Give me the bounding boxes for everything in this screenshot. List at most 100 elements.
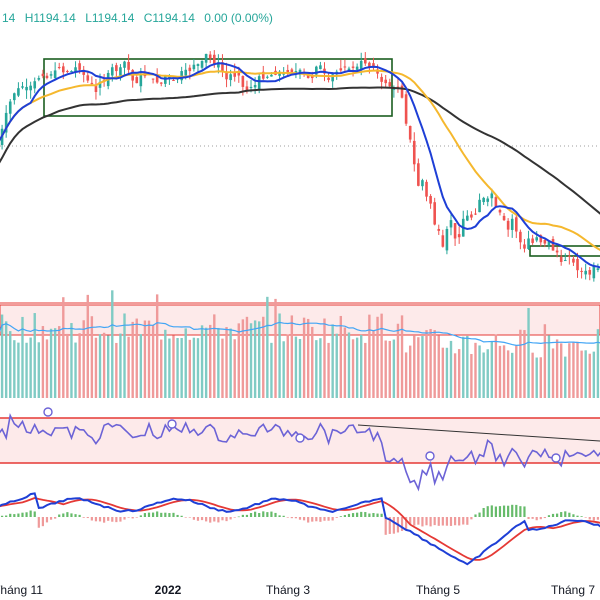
candle-body xyxy=(502,215,506,221)
volume-panel xyxy=(0,290,600,398)
macd-histogram-bar xyxy=(302,517,306,521)
candle-body xyxy=(474,213,477,215)
candle-body xyxy=(425,181,428,197)
volume-bar xyxy=(559,343,563,398)
macd-signal-line xyxy=(0,497,600,561)
volume-bar xyxy=(21,316,24,398)
macd-histogram-bar xyxy=(294,517,298,519)
candle-body xyxy=(180,71,183,81)
macd-histogram-bar xyxy=(86,517,89,519)
volume-bar xyxy=(511,352,514,398)
candle-body xyxy=(212,54,216,65)
volume-bar xyxy=(339,315,343,398)
macd-histogram-bar xyxy=(286,517,289,518)
volume-bar xyxy=(200,325,204,398)
candle-body xyxy=(547,241,551,246)
volume-bar xyxy=(519,329,522,398)
macd-histogram-bar xyxy=(429,517,432,527)
macd-histogram-bar xyxy=(209,517,212,523)
volume-bar xyxy=(290,315,294,398)
candle-body xyxy=(539,235,543,243)
macd-histogram-bar xyxy=(327,517,330,521)
macd-histogram-bar xyxy=(331,517,334,521)
macd-histogram-bar xyxy=(274,512,277,517)
macd-histogram-bar xyxy=(486,506,489,517)
macd-histogram-bar xyxy=(139,515,142,517)
candle-body xyxy=(17,88,20,96)
macd-histogram-bar xyxy=(580,516,583,517)
macd-histogram-bar xyxy=(388,517,391,534)
macd-histogram-bar xyxy=(205,517,208,522)
candle-body xyxy=(400,85,404,98)
volume-bar xyxy=(539,357,542,398)
volume-bar xyxy=(45,339,49,398)
candle-body xyxy=(221,62,224,72)
candle-body xyxy=(257,76,261,90)
volume-bar xyxy=(429,328,432,398)
candle-body xyxy=(74,67,77,72)
volume-bar xyxy=(257,321,261,398)
volume-bar xyxy=(572,341,575,398)
candle-body xyxy=(384,79,388,84)
candle-body xyxy=(155,75,159,83)
macd-histogram-bar xyxy=(572,514,575,517)
macd-histogram-bar xyxy=(237,516,240,518)
macd-histogram-bar xyxy=(217,517,220,523)
macd-histogram-bar xyxy=(151,512,155,517)
price-moving-averages xyxy=(0,62,600,269)
macd-histogram-bar xyxy=(258,513,261,517)
macd-histogram-bar xyxy=(37,517,40,528)
volume-bar xyxy=(408,345,412,398)
volume-bar xyxy=(135,318,138,398)
macd-histogram-bar xyxy=(372,513,375,517)
macd-histogram-bar xyxy=(441,517,444,526)
macd-histogram-bar xyxy=(511,504,514,517)
macd-histogram-bar xyxy=(445,517,449,526)
macd-histogram-bar xyxy=(360,511,363,517)
candle-body xyxy=(563,260,567,262)
candle-body xyxy=(123,61,126,68)
candle-body xyxy=(355,66,359,70)
macd-histogram-bar xyxy=(41,517,44,527)
macd-histogram-bar xyxy=(270,511,273,517)
macd-histogram-bar xyxy=(233,517,236,518)
volume-bar xyxy=(4,321,8,398)
candle-body xyxy=(282,73,285,75)
candle-body xyxy=(200,60,204,68)
macd-histogram-bar xyxy=(315,517,318,522)
volume-bar xyxy=(433,330,436,398)
macd-histogram-bar xyxy=(249,513,253,517)
candle-body xyxy=(13,93,16,101)
candle-body xyxy=(119,67,122,76)
macd-histogram-bar xyxy=(94,517,98,522)
macd-histogram-bar xyxy=(531,517,534,519)
candle-body xyxy=(319,65,322,70)
candle-body xyxy=(343,66,347,68)
macd-histogram-bar xyxy=(188,517,191,518)
macd-histogram-bar xyxy=(592,517,595,521)
macd-histogram-bar xyxy=(298,517,302,520)
candle-body xyxy=(368,62,371,68)
volume-bar xyxy=(404,352,408,398)
volume-bar xyxy=(335,333,338,398)
macd-histogram-bar xyxy=(127,517,130,518)
volume-bar xyxy=(237,323,240,398)
macd-histogram-bar xyxy=(458,517,461,526)
volume-bar xyxy=(164,329,167,398)
macd-histogram-bar xyxy=(115,517,118,523)
candle-body xyxy=(4,112,8,133)
candle-body xyxy=(98,81,102,88)
volume-bar xyxy=(213,314,216,398)
volume-zone xyxy=(0,304,600,336)
macd-histogram-bar xyxy=(564,511,567,517)
macd-histogram-bar xyxy=(351,513,355,517)
volume-bar xyxy=(453,353,457,398)
macd-histogram-bar xyxy=(225,517,228,522)
volume-bar xyxy=(306,318,310,398)
macd-histogram-bar xyxy=(213,517,216,522)
volume-bar xyxy=(70,323,73,398)
volume-bar xyxy=(580,350,583,398)
macd-histogram-bar xyxy=(319,517,322,522)
